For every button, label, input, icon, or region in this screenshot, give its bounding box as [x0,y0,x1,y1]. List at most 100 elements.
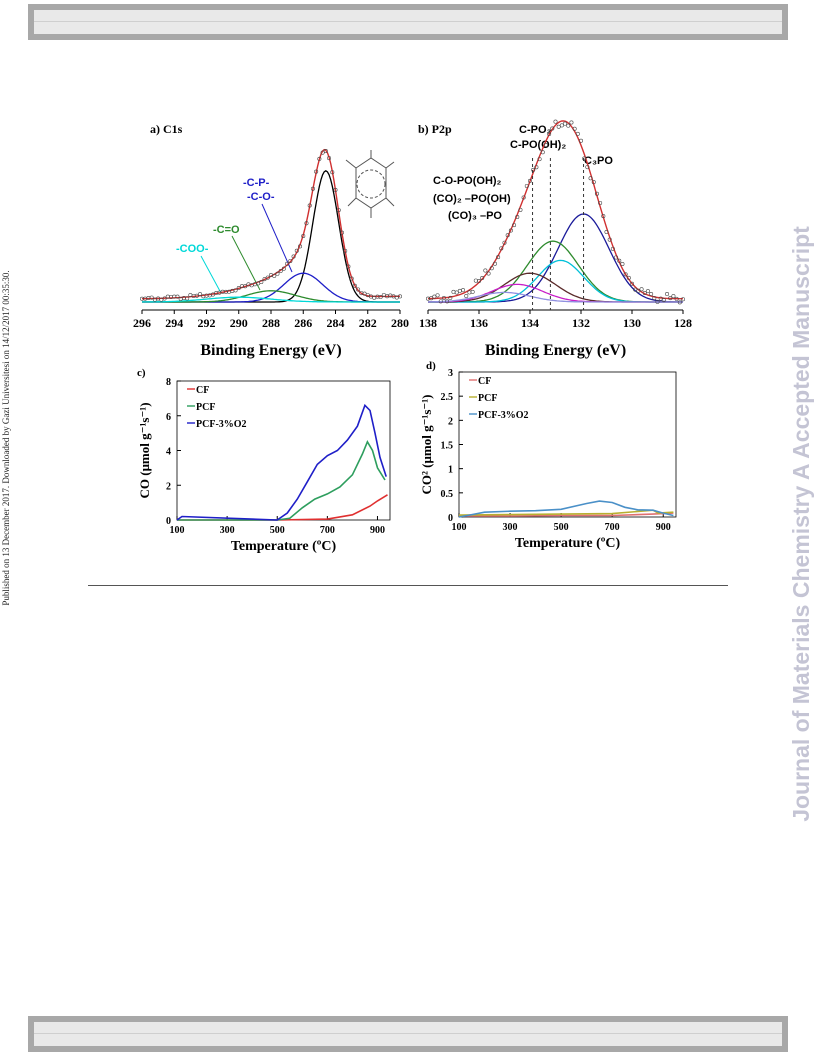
label-c-double-o: -C=O [213,224,240,236]
label-c-po3: C-PO₃ [519,124,552,136]
y-tick-label: 3 [448,368,453,379]
data-point [604,229,609,234]
data-point [524,183,529,188]
footer-bar [28,1016,788,1052]
data-point [486,271,491,276]
data-point [435,293,440,298]
data-point [674,296,679,301]
data-point [327,156,332,161]
y-axis-title: CO² (μmol g⁻¹s⁻¹) [419,395,434,495]
data-point [304,221,309,226]
data-point [575,131,580,136]
fit-envelope [142,148,401,300]
data-point [288,258,293,263]
data-point [496,255,501,260]
legend-label: CF [478,376,491,387]
y-tick-label: 1.5 [441,441,454,452]
series-line [458,500,674,518]
data-point [397,294,402,299]
x-tick-label: 700 [605,522,620,533]
data-point [610,246,615,251]
data-point [614,255,619,260]
data-point [492,261,497,266]
data-point [563,121,568,126]
x-tick-label: 500 [270,525,285,536]
legend-label: PCF-3%O2 [478,410,529,421]
data-point [617,258,622,263]
data-point [441,295,446,300]
data-point [365,293,370,298]
data-point [569,120,574,125]
data-point [601,214,606,219]
figure-divider [88,585,728,586]
data-point [677,300,682,305]
x-tick-label: 128 [674,316,692,330]
data-point [652,296,657,301]
data-point [339,230,344,235]
data-point [480,276,485,281]
x-tick-label: 300 [503,522,518,533]
data-point [272,273,277,278]
data-point [591,180,596,185]
data-point [454,290,459,295]
data-point [620,261,625,266]
x-tick-label: 284 [327,316,345,330]
x-tick-label: 132 [572,316,590,330]
data-point [461,288,466,293]
label-cp: -C-P- [243,177,270,189]
data-point [658,296,663,301]
x-axis-title: Temperature (ºC) [231,539,337,554]
y-tick-label: 0 [166,516,171,527]
x-tick-label: 100 [170,525,185,536]
data-point [285,261,290,266]
data-point [343,248,348,253]
data-point [550,126,555,131]
data-point [278,268,283,273]
series-line [458,509,674,516]
x-tick-label: 300 [220,525,235,536]
x-tick-label: 100 [452,522,467,533]
data-point [307,203,312,208]
data-point [518,207,523,212]
label-c-o-po: C-O-PO(OH)₂ [433,175,502,187]
data-point [301,233,306,238]
series-line [176,403,387,521]
series-line [177,440,386,521]
x-tick-label: 700 [320,525,335,536]
data-point [521,195,526,200]
panel-b: b) P2p C-PO₃ C-PO(OH)₂ C-O-PO(OH)₂ (CO)₂… [418,119,692,359]
data-point [346,264,351,269]
data-point [661,298,666,303]
data-point [578,138,583,143]
data-point [259,280,264,285]
label-c3po: C₃PO [584,155,613,167]
data-point [432,294,437,299]
legend-label: PCF [196,402,215,413]
x-tick-label: 290 [230,316,248,330]
y-tick-label: 2 [166,481,171,492]
x-tick-label: 296 [133,316,151,330]
data-point [489,266,494,271]
panel-b-title: b) P2p [418,122,452,136]
legend-label: PCF [478,393,497,404]
panel-a: a) C1s -COO- -C=O -C-P- -C-O- 296 294 292 2… [133,122,409,359]
data-point [467,290,472,295]
data-point [515,215,520,220]
data-point [162,296,167,301]
x-tick-label: 900 [656,522,671,533]
panel-c-title: c) [137,367,146,379]
label-co3-po: (CO)₃ –PO [448,210,502,222]
data-point [636,288,641,293]
data-point [451,289,456,294]
figure: a) C1s -COO- -C=O -C-P- -C-O- 296 294 292 2… [133,119,692,554]
fit-component [428,291,683,303]
data-point [243,284,248,289]
y-tick-label: 0 [448,513,453,524]
y-tick-label: 0.5 [441,489,454,500]
data-point [572,126,577,131]
y-tick-label: 2.5 [441,392,454,403]
data-point [185,296,190,301]
fit-envelope [428,120,684,300]
data-point [508,228,513,233]
data-point [320,150,325,155]
